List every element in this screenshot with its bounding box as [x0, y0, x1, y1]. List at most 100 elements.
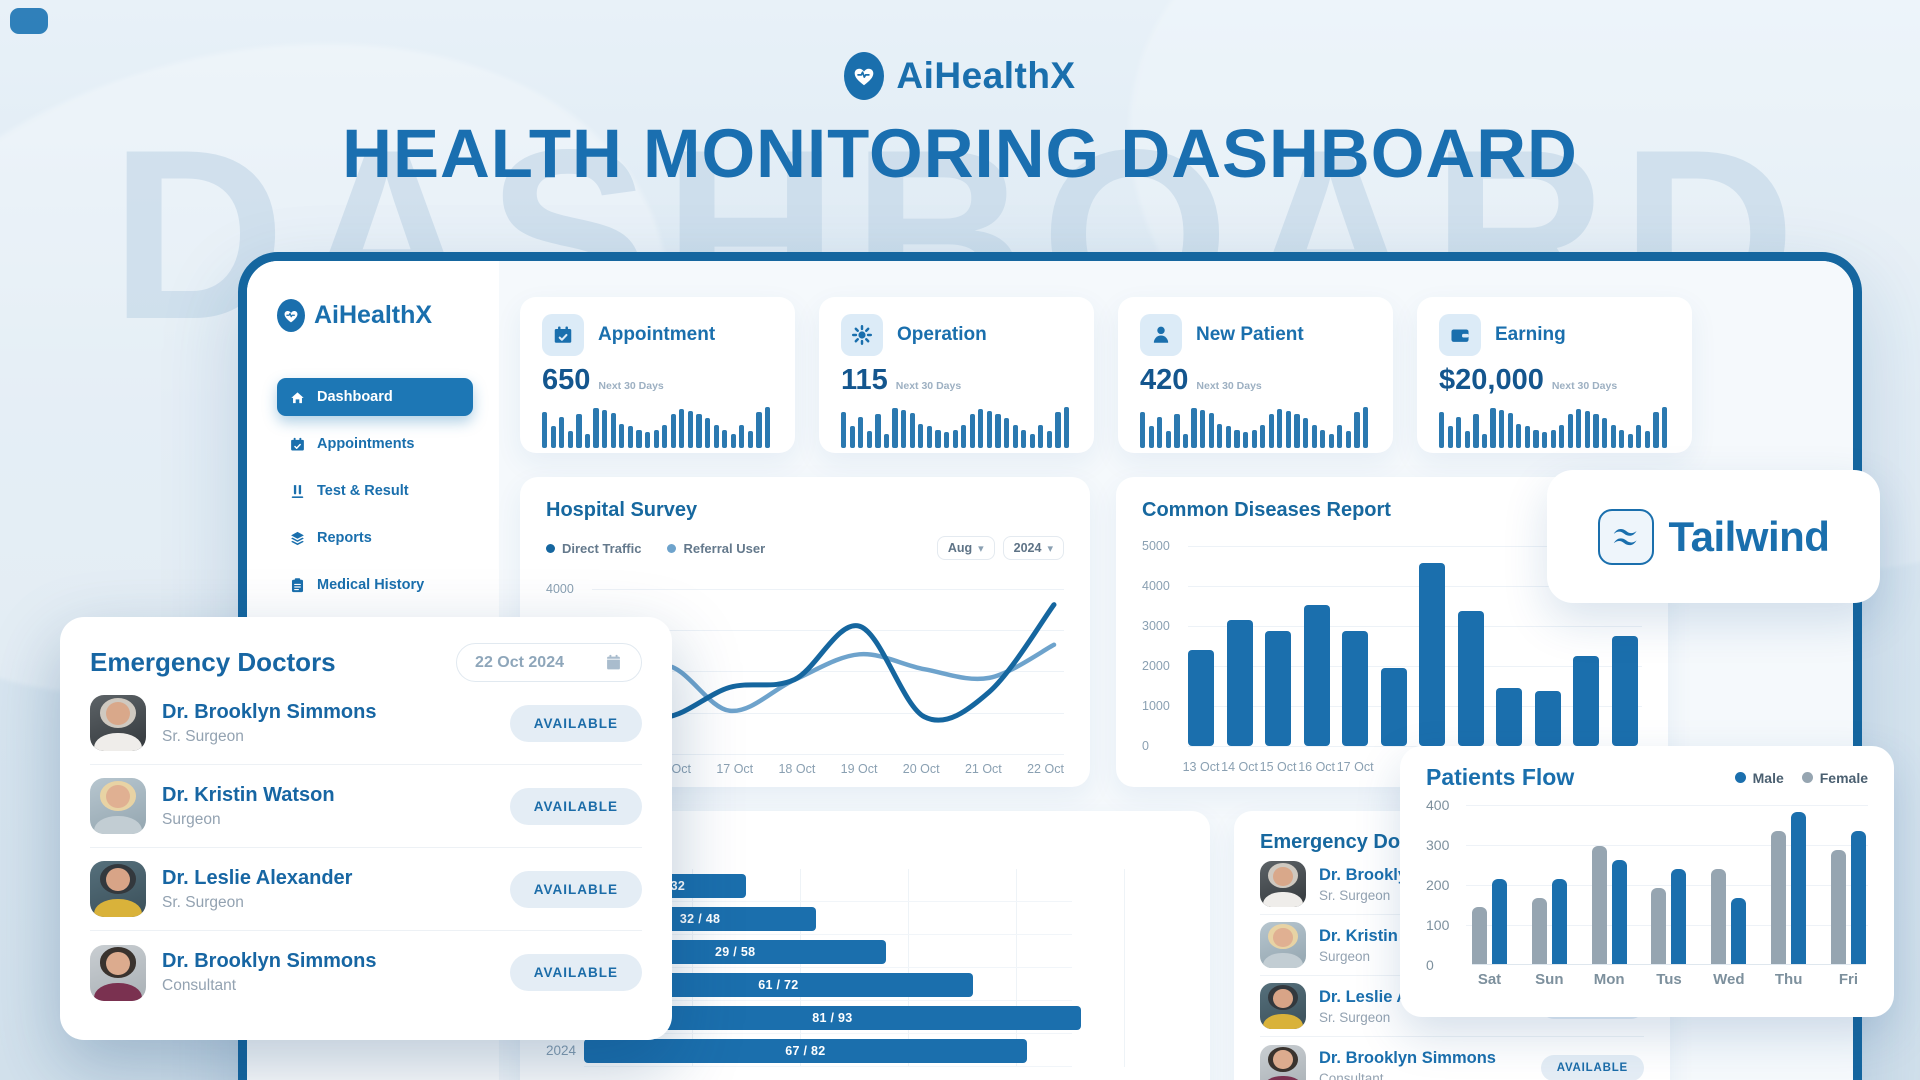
stat-sparkline: [542, 406, 773, 448]
stat-card-caption: Next 30 Days: [1196, 380, 1262, 392]
gridline: [908, 869, 909, 1067]
doctor-photo: [1260, 861, 1306, 907]
sparkline-bar: [1003, 417, 1010, 448]
status-badge: AVAILABLE: [509, 704, 642, 742]
doctor-info: Dr. Brooklyn Simmons Consultant: [162, 950, 377, 995]
bar-female: [1830, 850, 1846, 964]
bar: [1611, 636, 1638, 746]
avatar-head: [106, 702, 130, 726]
calendar-check-icon: [542, 314, 584, 356]
stat-card-value-row: $20,000 Next 30 Days: [1439, 364, 1670, 397]
stat-card-value: 650: [542, 364, 591, 396]
x-axis-tick: 17 Oct: [1336, 760, 1374, 774]
doctor-role: Sr. Surgeon: [1319, 1009, 1391, 1025]
bar-male: [1611, 860, 1627, 964]
sparkline-bar: [1038, 424, 1044, 448]
sparkline-bar: [1311, 424, 1317, 448]
stat-sparkline: [1439, 406, 1670, 448]
sparkline-bar: [1576, 409, 1582, 448]
gridline: [1466, 885, 1868, 886]
sparkline-bar: [1644, 430, 1651, 448]
sparkline-bar: [670, 414, 676, 448]
sidebar-item-dashboard[interactable]: Dashboard: [277, 378, 473, 416]
sparkline-bar: [1294, 413, 1300, 448]
sparkline-bar: [1242, 432, 1249, 448]
x-axis-tick: 22 Oct: [1027, 762, 1064, 776]
legend-dot: [546, 543, 555, 553]
bar-group-wed: [1711, 868, 1747, 964]
sparkline-bar: [969, 414, 975, 448]
legend-label: Direct Traffic: [562, 540, 642, 556]
reports-icon: [289, 530, 306, 547]
avatar-torso: [1263, 1075, 1303, 1080]
patient-icon: [1140, 314, 1182, 356]
sparkline-bar: [713, 424, 719, 448]
date-value: 22 Oct 2024: [475, 653, 564, 671]
filter-dropdown-2024[interactable]: 2024 ▾: [1002, 536, 1064, 560]
sparkline-bar: [765, 407, 771, 448]
sparkline-bar: [1064, 407, 1070, 448]
sidebar-item-appointments[interactable]: Appointments: [277, 425, 473, 463]
bar: [1534, 691, 1561, 746]
bar: [1303, 605, 1330, 746]
stat-card-value-row: 420 Next 30 Days: [1140, 364, 1371, 397]
bar: [1226, 620, 1253, 746]
tailwind-label: Tailwind: [1668, 512, 1830, 560]
charts-row: Hospital Survey Direct Traffic Referral U…: [520, 477, 1853, 787]
sparkline-bar: [926, 426, 932, 448]
gridline: [1466, 925, 1868, 926]
sparkline-bar: [1182, 433, 1189, 448]
y-axis-tick: 0: [1426, 957, 1434, 973]
sidebar-item-test-result[interactable]: Test & Result: [277, 472, 473, 510]
x-axis-tick: 20 Oct: [902, 762, 940, 776]
doctor-name: Dr. Leslie Alexander: [162, 866, 353, 889]
sparkline-bar: [610, 412, 616, 448]
gridline: [1466, 805, 1868, 806]
doctor-row: Dr. Brooklyn Simmons Consultant AVAILABLE: [90, 931, 642, 1014]
sparkline-bar: [1550, 429, 1556, 448]
bar-female: [1591, 845, 1607, 964]
sidebar-item-label: Test & Result: [317, 483, 409, 499]
history-icon: [289, 577, 306, 594]
sparkline-bar: [1447, 426, 1453, 448]
bar-label: 61 / 72: [758, 977, 799, 992]
stat-card-value: 420: [1140, 364, 1189, 396]
tailwind-badge: Tailwind: [1547, 470, 1880, 603]
calendar-icon: [289, 436, 306, 453]
filter-dropdown-aug[interactable]: Aug ▾: [936, 536, 995, 560]
sparkline-bar: [550, 426, 556, 448]
bar: [1380, 668, 1407, 746]
bar: 67 / 82: [584, 1038, 1027, 1063]
sparkline-bar: [1584, 411, 1591, 448]
date-picker[interactable]: 22 Oct 2024: [456, 643, 642, 682]
stat-card-header: New Patient: [1140, 314, 1371, 356]
gridline: [592, 671, 1064, 673]
doctor-role: Surgeon: [1319, 948, 1371, 964]
sparkline-bar: [1217, 423, 1223, 448]
stats-row: Appointment 650 Next 30 Days Operation 115 Ne…: [520, 297, 1853, 453]
heart-pulse-icon: [844, 52, 885, 100]
avatar-head: [1273, 927, 1293, 947]
sidebar-item-label: Appointments: [317, 436, 415, 452]
status-badge: AVAILABLE: [509, 954, 642, 991]
doctor-photo: [1260, 983, 1306, 1029]
sparkline-bar: [704, 417, 711, 448]
sidebar-item-reports[interactable]: Reports: [277, 519, 473, 557]
y-axis-tick: 2000: [1142, 659, 1170, 673]
legend-item-female: Female: [1801, 770, 1868, 786]
x-axis-tick: Sun: [1535, 971, 1564, 988]
sparkline-bar: [1191, 407, 1197, 448]
sparkline-bar: [756, 411, 762, 448]
y-axis-tick: 1000: [1142, 699, 1170, 713]
sparkline-bar: [1285, 411, 1292, 448]
sparkline-bar: [1260, 424, 1266, 448]
avatar-torso: [1263, 953, 1303, 968]
sparkline-bar: [1046, 430, 1053, 448]
y-axis-tick: 4000: [546, 581, 574, 596]
sparkline-bar: [883, 433, 890, 448]
sparkline-bar: [1140, 412, 1146, 448]
sidebar-item-medical-history[interactable]: Medical History: [277, 566, 473, 604]
bar-group: [1188, 546, 1638, 746]
gridline: [1188, 586, 1642, 587]
